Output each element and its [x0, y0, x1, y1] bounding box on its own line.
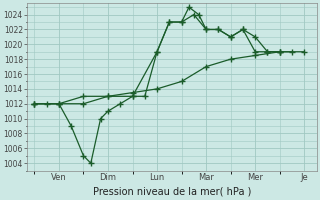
X-axis label: Pression niveau de la mer( hPa ): Pression niveau de la mer( hPa ) [92, 187, 251, 197]
